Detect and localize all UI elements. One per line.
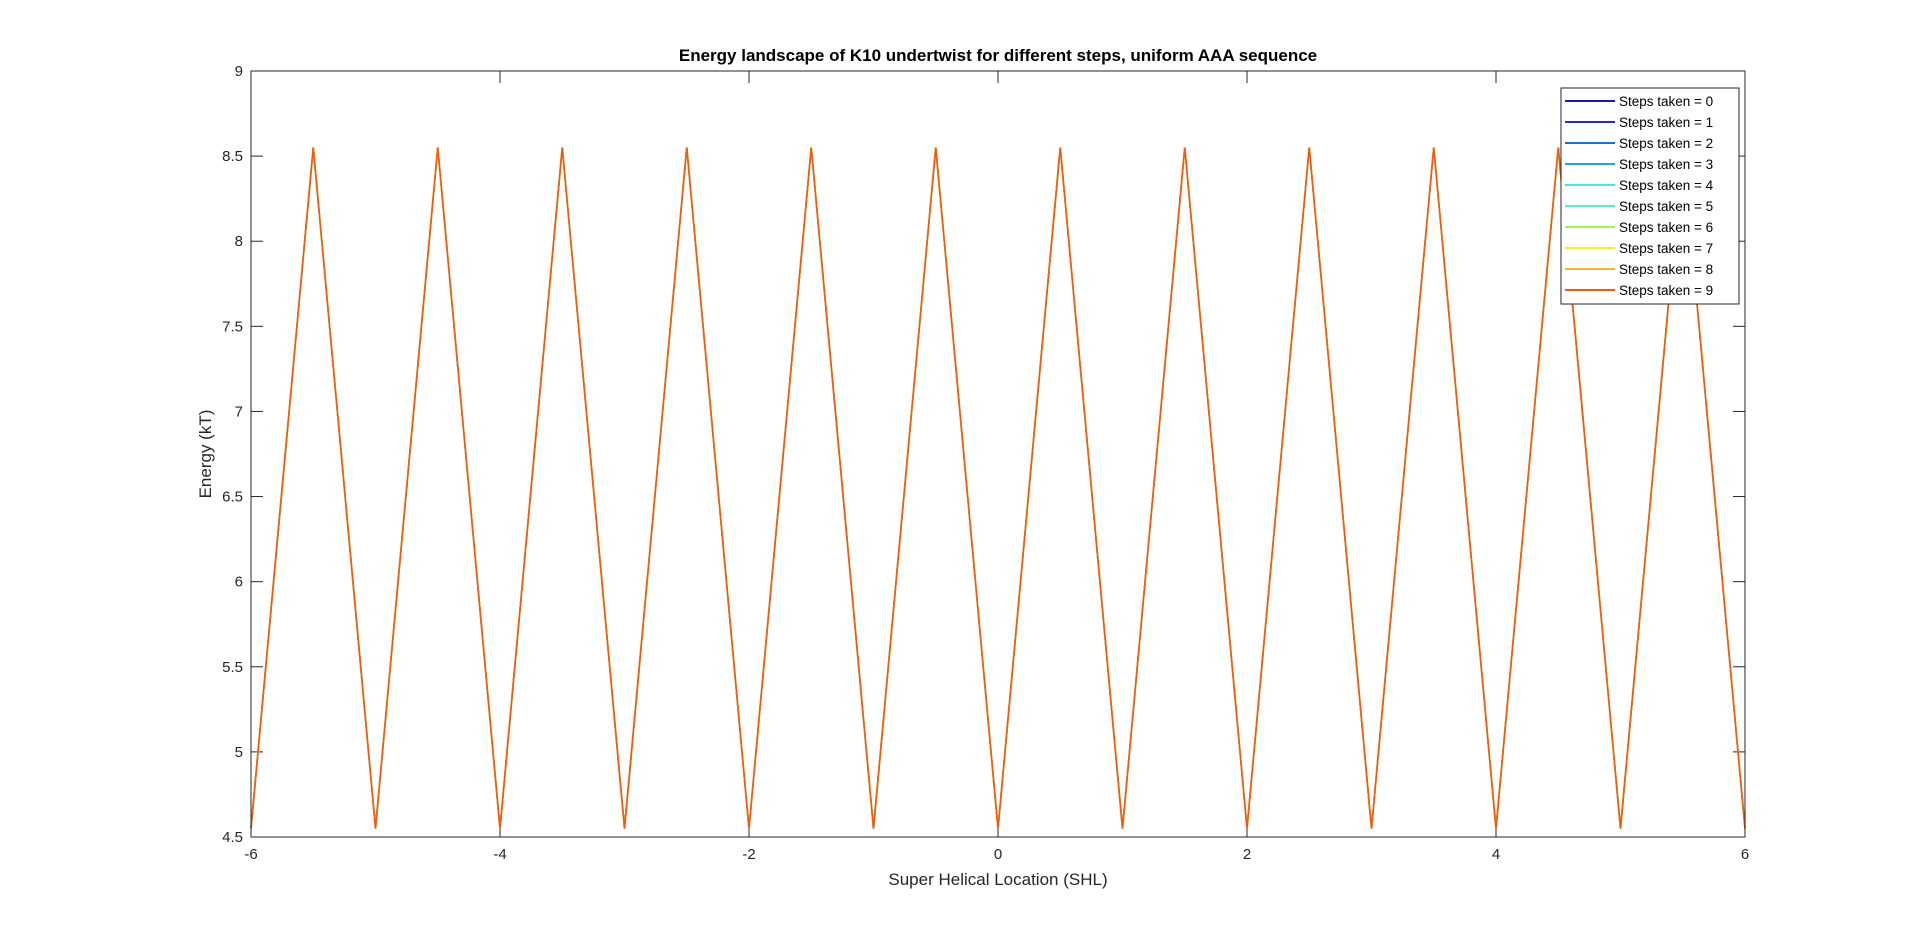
legend: Steps taken = 0 Steps taken = 1 Steps take… — [1560, 87, 1740, 305]
series-line-steps-9 — [250, 147, 1746, 829]
legend-entry-label: Steps taken = 8 — [1619, 262, 1713, 277]
legend-entry-label: Steps taken = 5 — [1619, 199, 1713, 214]
x-tick-label: 6 — [1741, 846, 1749, 863]
y-tick-label: 5.5 — [222, 659, 243, 676]
x-tick-label: 0 — [994, 846, 1002, 863]
y-tick-label: 5 — [235, 744, 243, 761]
x-tick-label: -2 — [742, 846, 755, 863]
legend-entry-label: Steps taken = 1 — [1619, 115, 1713, 130]
x-tick-label: -4 — [493, 846, 506, 863]
y-axis-label: Energy (kT) — [196, 410, 215, 499]
y-tick-label: 7 — [235, 403, 243, 420]
y-tick-label: 9 — [235, 63, 243, 80]
y-axis: 4.5 5 5.5 6 6.5 7 7.5 8 8.5 9 — [222, 63, 1745, 846]
y-tick-label: 4.5 — [222, 829, 243, 846]
legend-entry-label: Steps taken = 4 — [1619, 178, 1714, 193]
legend-entry-label: Steps taken = 6 — [1619, 220, 1713, 235]
x-axis: -6 -4 -2 0 2 4 6 — [244, 71, 1749, 863]
legend-entry-label: Steps taken = 7 — [1619, 241, 1713, 256]
y-tick-label: 6.5 — [222, 489, 243, 506]
y-tick-label: 8 — [235, 233, 243, 250]
legend-entry-label: Steps taken = 3 — [1619, 157, 1713, 172]
x-tick-label: -6 — [244, 846, 257, 863]
axes-box — [250, 70, 1746, 838]
legend-entry-label: Steps taken = 0 — [1619, 94, 1713, 109]
y-tick-label: 6 — [235, 574, 243, 591]
legend-entry-label: Steps taken = 2 — [1619, 136, 1713, 151]
series-layer — [250, 147, 1746, 829]
x-tick-label: 2 — [1243, 846, 1251, 863]
x-tick-label: 4 — [1492, 846, 1500, 863]
legend-entry-label: Steps taken = 9 — [1619, 283, 1713, 298]
y-tick-label: 7.5 — [222, 318, 243, 335]
plot-area — [251, 71, 1745, 837]
x-axis-label: Super Helical Location (SHL) — [888, 870, 1107, 889]
y-tick-label: 8.5 — [222, 148, 243, 165]
chart-title: Energy landscape of K10 undertwist for d… — [679, 46, 1317, 65]
